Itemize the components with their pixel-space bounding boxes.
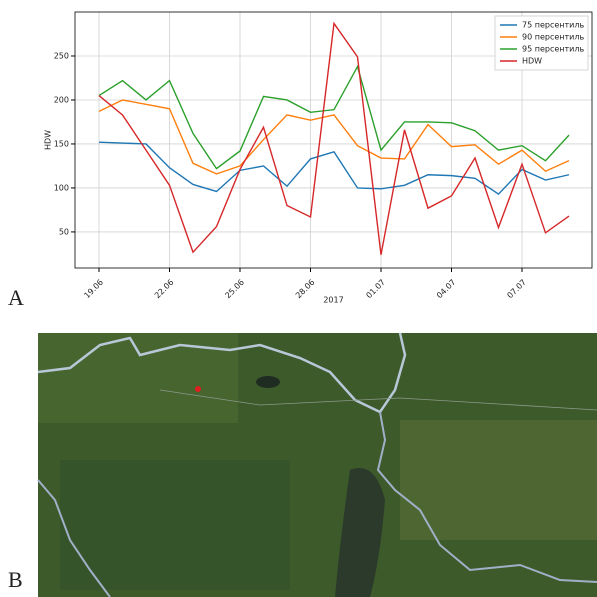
lake: [256, 376, 280, 388]
terrain: [400, 420, 597, 540]
x-tick-label: 25.06: [223, 278, 246, 301]
legend-label: 75 персентиль: [522, 21, 584, 30]
y-tick-label: 150: [54, 139, 69, 148]
x-tick-label: 22.06: [153, 278, 176, 301]
y-axis-label: HDW: [44, 130, 53, 150]
y-tick-label: 200: [54, 95, 69, 104]
x-axis-label: 2017: [323, 296, 343, 305]
x-tick-label: 04.07: [435, 278, 458, 301]
panel-label: B: [8, 567, 23, 592]
legend-label: 95 персентиль: [522, 45, 584, 54]
x-tick-label: 19.06: [82, 278, 105, 301]
terrain: [60, 460, 290, 590]
x-tick-label: 01.07: [364, 278, 387, 301]
panel-label: A: [8, 285, 24, 310]
x-tick-label: 07.07: [505, 278, 528, 301]
satellite-image: [38, 333, 597, 597]
fire-marker: [195, 386, 201, 392]
y-tick-label: 250: [54, 51, 69, 60]
figure: A B 50 100 150 200 250 19.06 22.06 25.06 28.06 01…: [0, 0, 597, 597]
legend-label: 90 персентиль: [522, 33, 584, 42]
y-tick-label: 50: [59, 227, 69, 236]
x-tick-label: 28.06: [294, 278, 317, 301]
legend-label: HDW: [522, 57, 542, 66]
terrain: [38, 333, 238, 423]
y-tick-label: 100: [54, 183, 69, 192]
